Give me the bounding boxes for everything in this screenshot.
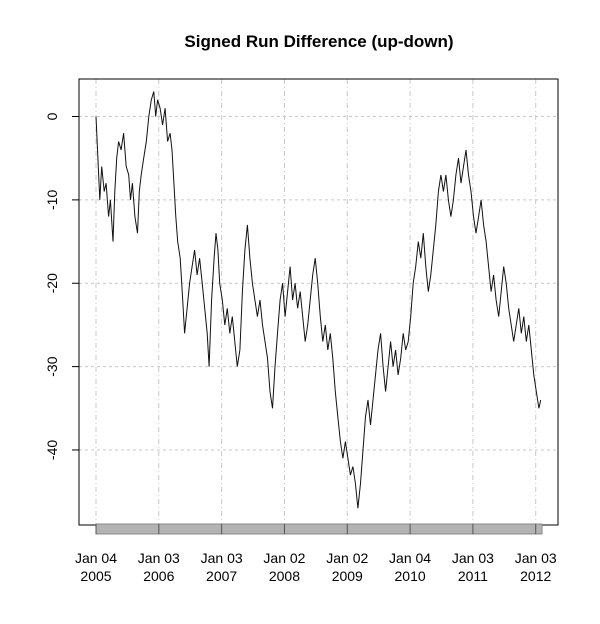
x-tick-label-date: Jan 02 [263,550,305,566]
y-tick-label: 0 [44,112,60,120]
x-tick-label-date: Jan 03 [452,550,494,566]
x-tick-label-year: 2009 [332,568,363,584]
x-tick-label-year: 2006 [143,568,174,584]
x-tick-label-year: 2008 [269,568,300,584]
x-tick-label-year: 2011 [458,568,488,584]
y-tick-label: -20 [44,273,60,293]
x-tick-label-year: 2005 [80,568,111,584]
x-axis-bar [96,524,542,534]
x-tick-label-year: 2012 [520,568,551,584]
x-tick-label-year: 2010 [395,568,426,584]
y-tick-label: -40 [44,440,60,460]
y-tick-label: -30 [44,356,60,376]
plot-frame [79,79,558,525]
chart-title: Signed Run Difference (up-down) [184,32,453,51]
x-tick-label-date: Jan 04 [75,550,117,566]
x-tick-label-date: Jan 02 [326,550,368,566]
y-tick-label: -10 [44,190,60,210]
series-layer [96,92,541,509]
x-tick-label-date: Jan 04 [389,550,431,566]
x-tick-label-year: 2007 [206,568,237,584]
y-axis: 0 -10 -20 -30 -40 [44,112,79,460]
series-line [96,92,541,509]
x-tick-label-date: Jan 03 [515,550,557,566]
x-tick-label-date: Jan 03 [138,550,180,566]
grid-layer [79,79,558,525]
x-tick-label-date: Jan 03 [201,550,243,566]
x-axis: Jan 04 2005 Jan 03 2006 Jan 03 2007 Jan 02 2008… [75,524,557,584]
